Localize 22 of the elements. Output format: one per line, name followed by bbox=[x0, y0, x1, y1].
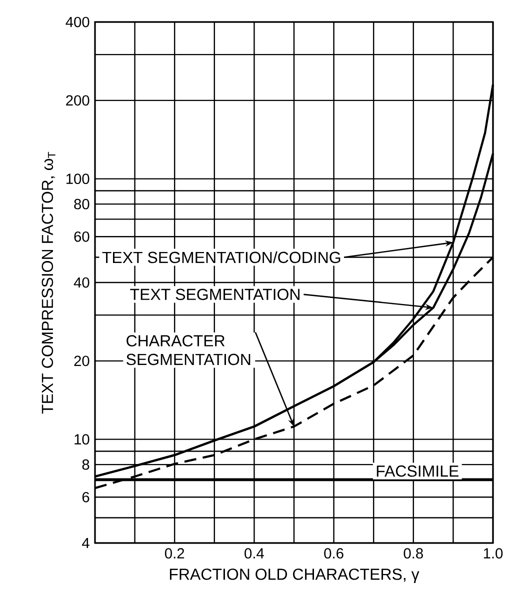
y-tick-label: 40 bbox=[74, 277, 90, 288]
y-tick-label: 100 bbox=[66, 174, 90, 184]
x-tick-label: 0.2 bbox=[164, 548, 184, 559]
annotation: CHARACTER SEGMENTATION bbox=[126, 335, 250, 366]
y-tick-label: 8 bbox=[82, 459, 90, 470]
x-tick-label: 0.6 bbox=[324, 548, 344, 559]
y-tick-label: 4 bbox=[82, 538, 90, 548]
y-tick-label: 400 bbox=[66, 16, 90, 28]
y-tick-label: 80 bbox=[74, 198, 90, 210]
y-tick-label: 20 bbox=[74, 356, 90, 366]
x-tick-label: 0.8 bbox=[404, 548, 423, 559]
y-tick-label: 200 bbox=[66, 95, 90, 106]
y-tick-label: 60 bbox=[74, 231, 90, 242]
y-axis-title: TEXT COMPRESSION FACTOR, ω$_{T}$ bbox=[42, 152, 56, 414]
y-tick-label: 10 bbox=[74, 434, 90, 445]
annotation: TEXT SEGMENTATION bbox=[130, 288, 300, 300]
x-tick-label: 0.4 bbox=[244, 548, 264, 559]
annotation: TEXT SEGMENTATION/CODING bbox=[102, 251, 340, 264]
x-tick-label: 1.0 bbox=[484, 548, 503, 559]
x-axis-title: FRACTION OLD CHARACTERS, γ bbox=[170, 568, 420, 584]
ref-line-label: FACSIMILE bbox=[376, 465, 458, 477]
y-tick-label: 6 bbox=[82, 492, 90, 502]
